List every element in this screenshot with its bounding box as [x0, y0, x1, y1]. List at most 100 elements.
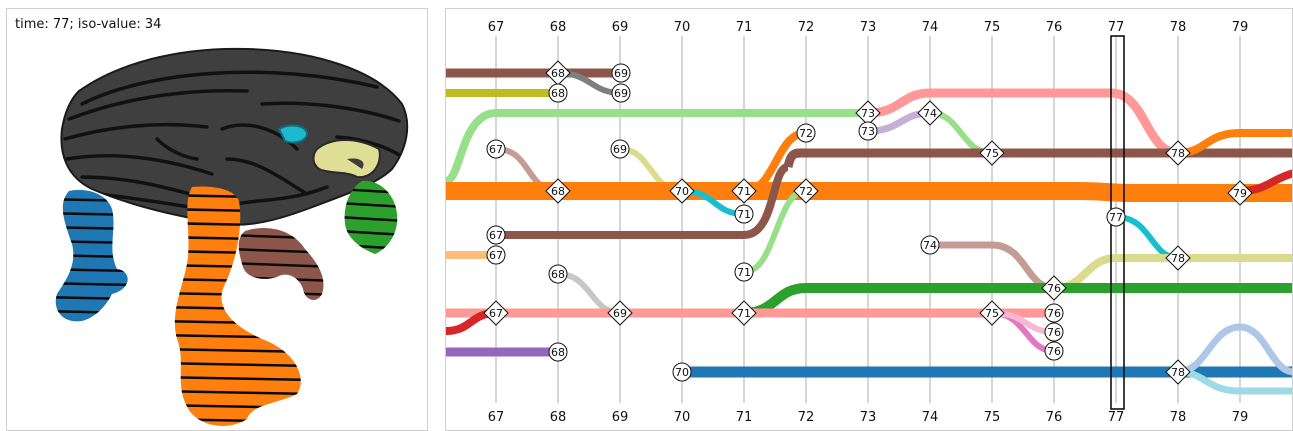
tick-bottom-68: 68 [550, 410, 567, 425]
node-circle[interactable]: 71 [734, 204, 754, 224]
node-diamond[interactable]: 75 [979, 140, 1005, 166]
node-diamond[interactable]: 68 [545, 178, 571, 204]
node-diamond[interactable]: 68 [545, 60, 571, 86]
node-diamond[interactable]: 72 [793, 178, 819, 204]
node-circle[interactable]: 76 [1044, 341, 1064, 361]
node-diamond[interactable]: 70 [669, 178, 695, 204]
svg-text:79: 79 [1233, 187, 1247, 200]
svg-text:76: 76 [1047, 326, 1061, 339]
node-diamond[interactable]: 75 [979, 300, 1005, 326]
track-light-blue [1177, 323, 1292, 376]
svg-text:74: 74 [923, 239, 937, 252]
tick-bottom-71: 71 [736, 410, 753, 425]
svg-text:68: 68 [551, 87, 565, 100]
svg-text:77: 77 [1109, 211, 1123, 224]
track-light-gray-68 [557, 271, 621, 316]
svg-text:69: 69 [614, 67, 628, 80]
node-circle[interactable]: 68 [548, 264, 568, 284]
svg-text:78: 78 [1171, 147, 1185, 160]
tick-top-70: 70 [674, 20, 691, 35]
tick-bottom-69: 69 [612, 410, 629, 425]
tick-top-78: 78 [1170, 20, 1187, 35]
node-circle[interactable]: 69 [610, 139, 630, 159]
svg-text:71: 71 [737, 208, 751, 221]
node-circle[interactable]: 67 [486, 225, 506, 245]
tick-bottom-75: 75 [984, 410, 1001, 425]
svg-text:69: 69 [614, 87, 628, 100]
node-circle[interactable]: 67 [486, 139, 506, 159]
svg-text:67: 67 [489, 249, 503, 262]
tick-bottom-76: 76 [1046, 410, 1063, 425]
track-brown-mid [783, 148, 1292, 168]
svg-text:75: 75 [985, 147, 999, 160]
track-cyan-77 [1115, 214, 1179, 261]
tick-top-68: 68 [550, 20, 567, 35]
tick-bottom-70: 70 [674, 410, 691, 425]
svg-text:68: 68 [551, 185, 565, 198]
svg-text:67: 67 [489, 307, 503, 320]
tick-bottom-79: 79 [1232, 410, 1249, 425]
svg-text:71: 71 [737, 307, 751, 320]
node-diamond[interactable]: 78 [1165, 359, 1191, 385]
svg-text:69: 69 [613, 307, 627, 320]
isosurface-render-panel[interactable]: time: 77; iso-value: 34 [6, 8, 428, 431]
node-diamond[interactable]: 78 [1165, 140, 1191, 166]
svg-text:73: 73 [861, 125, 875, 138]
svg-text:70: 70 [675, 366, 689, 379]
time-axis-top: 67 68 69 70 71 72 73 74 75 76 77 78 79 [488, 20, 1249, 35]
tick-top-76: 76 [1046, 20, 1063, 35]
node-circle[interactable]: 71 [734, 262, 754, 282]
node-circle[interactable]: 69 [611, 63, 631, 83]
svg-text:70: 70 [675, 185, 689, 198]
node-circle[interactable]: 77 [1106, 207, 1126, 227]
node-circle[interactable]: 73 [858, 121, 878, 141]
node-diamond[interactable]: 73 [855, 100, 881, 126]
track-brown-67 [496, 163, 790, 239]
tick-bottom-74: 74 [922, 410, 939, 425]
node-circle[interactable]: 69 [611, 83, 631, 103]
svg-text:76: 76 [1047, 307, 1061, 320]
node-diamond[interactable]: 67 [483, 300, 509, 326]
brain-surface [60, 47, 409, 226]
node-circle[interactable]: 70 [672, 362, 692, 382]
svg-text:69: 69 [613, 143, 627, 156]
svg-text:74: 74 [923, 107, 937, 120]
node-circle[interactable]: 68 [548, 83, 568, 103]
node-diamond[interactable]: 76 [1041, 275, 1067, 301]
tick-bottom-67: 67 [488, 410, 505, 425]
isosurface-render[interactable] [7, 9, 427, 430]
svg-text:68: 68 [551, 67, 565, 80]
tick-top-72: 72 [798, 20, 815, 35]
node-diamond[interactable]: 78 [1165, 245, 1191, 271]
tick-top-73: 73 [860, 20, 877, 35]
svg-text:71: 71 [737, 266, 751, 279]
blue-feature-region [55, 189, 128, 322]
node-circle[interactable]: 76 [1044, 322, 1064, 342]
svg-text:73: 73 [861, 107, 875, 120]
track-salmon-top [867, 88, 1179, 158]
track-light-green-top [446, 109, 868, 185]
tracking-graph-panel[interactable]: 67 68 69 70 71 72 73 74 75 76 77 78 79 6… [445, 8, 1293, 431]
node-circle[interactable]: 74 [920, 235, 940, 255]
svg-text:72: 72 [799, 127, 813, 140]
node-diamond[interactable]: 69 [607, 300, 633, 326]
node-diamond[interactable]: 74 [917, 100, 943, 126]
node-diamond[interactable]: 71 [731, 178, 757, 204]
svg-text:67: 67 [489, 229, 503, 242]
svg-text:76: 76 [1047, 282, 1061, 295]
tracking-graph[interactable]: 67 68 69 70 71 72 73 74 75 76 77 78 79 6… [446, 9, 1293, 431]
time-axis-bottom: 67 68 69 70 71 72 73 74 75 76 77 78 79 [488, 410, 1249, 425]
node-diamond[interactable]: 71 [731, 300, 757, 326]
tick-top-67: 67 [488, 20, 505, 35]
node-circle[interactable]: 67 [486, 245, 506, 265]
tick-top-79: 79 [1232, 20, 1249, 35]
node-circle[interactable]: 68 [548, 342, 568, 362]
svg-text:78: 78 [1171, 366, 1185, 379]
time-iso-caption: time: 77; iso-value: 34 [15, 17, 162, 32]
node-circle[interactable]: 76 [1044, 303, 1064, 323]
node-circle[interactable]: 72 [796, 123, 816, 143]
svg-text:75: 75 [985, 307, 999, 320]
tick-bottom-73: 73 [860, 410, 877, 425]
track-orange-main [446, 182, 1292, 202]
node-diamond[interactable]: 79 [1227, 180, 1253, 206]
